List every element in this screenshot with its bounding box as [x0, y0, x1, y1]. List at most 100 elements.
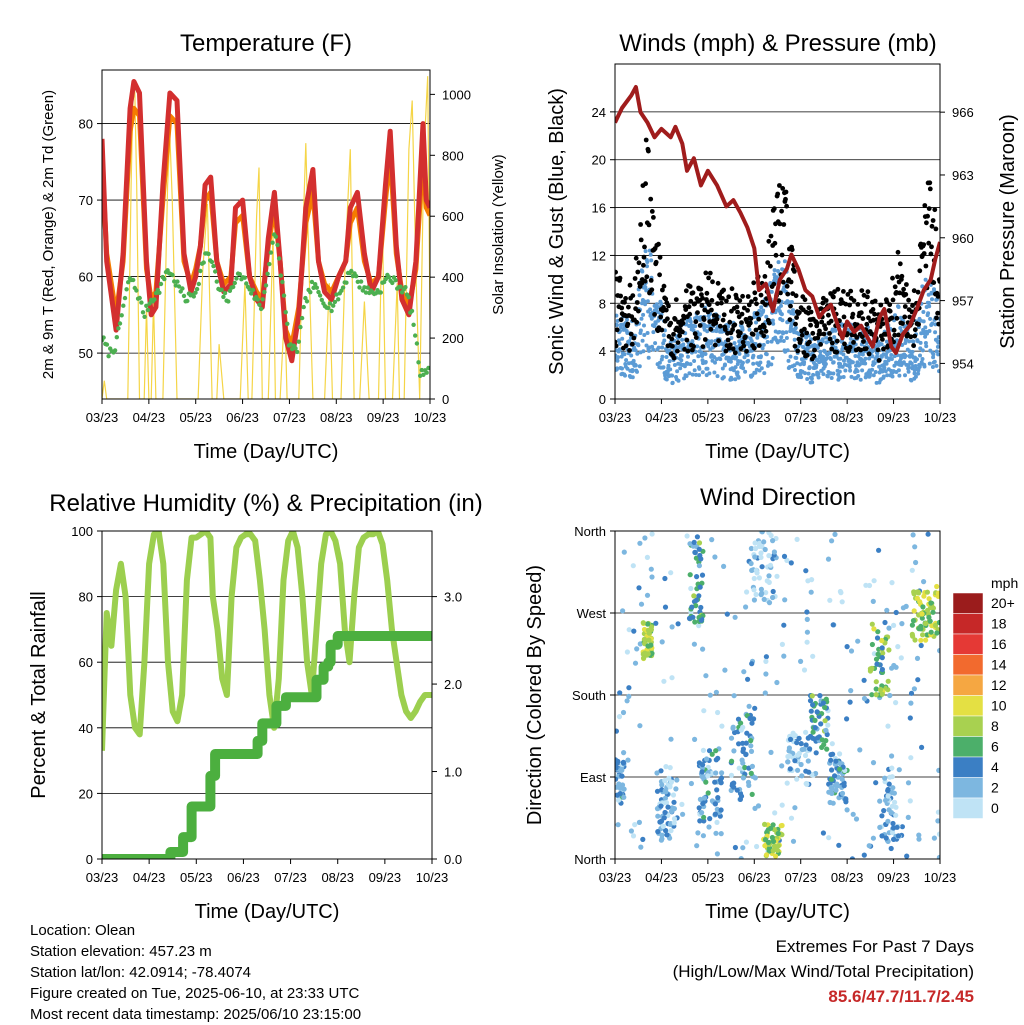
- gust-point: [675, 340, 681, 345]
- direction-point: [718, 807, 724, 813]
- direction-point: [918, 642, 924, 649]
- gust-point: [649, 209, 655, 214]
- direction-point: [696, 593, 702, 599]
- dewpoint-point: [176, 284, 182, 289]
- direction-point: [715, 709, 721, 716]
- direction-point: [707, 692, 713, 698]
- direction-point: [649, 531, 655, 537]
- gust-point: [643, 137, 649, 143]
- direction-point: [908, 690, 915, 696]
- sonic-wind-point: [747, 327, 752, 332]
- gust-point: [887, 308, 893, 314]
- sonic-wind-point: [811, 372, 816, 377]
- gust-point: [710, 279, 715, 285]
- direction-point: [804, 639, 810, 645]
- direction-point: [752, 705, 758, 711]
- gust-point: [657, 254, 663, 260]
- dewpoint-point: [255, 297, 260, 302]
- direction-point: [855, 638, 861, 644]
- sonic-wind-point: [700, 370, 705, 375]
- sonic-wind-point: [850, 360, 855, 365]
- winds-xlabel: Time (Day/UTC): [705, 441, 850, 463]
- gust-point: [724, 298, 729, 304]
- direction-point: [638, 844, 644, 850]
- direction-point: [823, 727, 829, 734]
- sonic-wind-point: [656, 345, 661, 350]
- gust-point: [709, 307, 714, 313]
- gust-point: [743, 334, 748, 340]
- dewpoint-point: [326, 305, 331, 311]
- direction-point: [795, 752, 801, 758]
- direction-point: [900, 605, 907, 611]
- direction-point: [706, 824, 712, 830]
- direction-point: [790, 838, 797, 844]
- sonic-wind-point: [780, 318, 785, 323]
- gust-point: [669, 336, 675, 342]
- gust-point: [929, 244, 934, 250]
- direction-point: [875, 651, 881, 657]
- winds-y2tick-label: 954: [952, 356, 974, 371]
- speed-legend-swatch: [952, 797, 984, 819]
- winds-ytick-label: 8: [599, 296, 606, 311]
- direction-point: [773, 853, 779, 859]
- sonic-wind-point: [903, 373, 907, 378]
- dewpoint-point: [214, 279, 219, 284]
- humidity-title: Relative Humidity (%) & Precipitation (i…: [49, 490, 482, 517]
- dewpoint-point: [363, 290, 369, 295]
- direction-point: [863, 582, 869, 588]
- direction-point: [637, 540, 643, 546]
- direction-point: [829, 767, 835, 773]
- direction-point: [808, 708, 814, 714]
- gust-point: [661, 283, 667, 289]
- direction-point: [812, 725, 818, 731]
- sonic-wind-point: [779, 312, 784, 317]
- dewpoint-point: [334, 292, 339, 297]
- direction-point: [770, 588, 776, 595]
- direction-point: [712, 554, 718, 560]
- direction-point: [731, 780, 737, 786]
- direction-point: [673, 786, 679, 792]
- direction-point: [847, 699, 853, 705]
- dewpoint-point: [124, 287, 129, 292]
- sonic-wind-point: [926, 311, 931, 316]
- sonic-wind-point: [795, 361, 800, 366]
- sonic-wind-point: [821, 372, 826, 377]
- sonic-wind-point: [639, 316, 644, 321]
- direction-point: [662, 604, 669, 610]
- dewpoint-point: [409, 308, 415, 314]
- sonic-wind-point: [643, 285, 648, 290]
- gust-point: [635, 269, 641, 275]
- sonic-wind-point: [696, 354, 701, 359]
- sonic-wind-point: [734, 355, 739, 360]
- direction-point: [879, 655, 885, 661]
- direction-point: [779, 641, 786, 648]
- dewpoint-point: [317, 293, 323, 298]
- temp-2m-line: [102, 79, 430, 364]
- gust-point: [649, 287, 655, 293]
- dewpoint-point: [314, 285, 319, 290]
- gust-point: [625, 321, 631, 327]
- sonic-wind-point: [746, 358, 751, 363]
- direction-point: [774, 573, 780, 579]
- direction-point: [911, 686, 918, 692]
- direction-point: [736, 765, 742, 771]
- sonic-wind-point: [801, 345, 805, 349]
- gust-point: [687, 311, 693, 317]
- direction-point: [814, 709, 820, 715]
- direction-ytick-label: West: [577, 606, 607, 621]
- dewpoint-point: [293, 346, 298, 351]
- direction-point: [848, 688, 854, 694]
- direction-point: [803, 729, 809, 735]
- speed-legend-label: 0: [991, 800, 999, 816]
- gust-point: [716, 338, 721, 344]
- sonic-wind-point: [849, 374, 854, 379]
- direction-point: [744, 730, 750, 736]
- direction-point: [756, 543, 763, 550]
- direction-point: [889, 753, 895, 759]
- winds-y2tick-label: 963: [952, 168, 974, 183]
- direction-point: [807, 746, 813, 752]
- gust-point: [636, 260, 642, 266]
- sonic-wind-point: [657, 360, 662, 365]
- direction-point: [821, 742, 827, 748]
- direction-point: [620, 608, 626, 614]
